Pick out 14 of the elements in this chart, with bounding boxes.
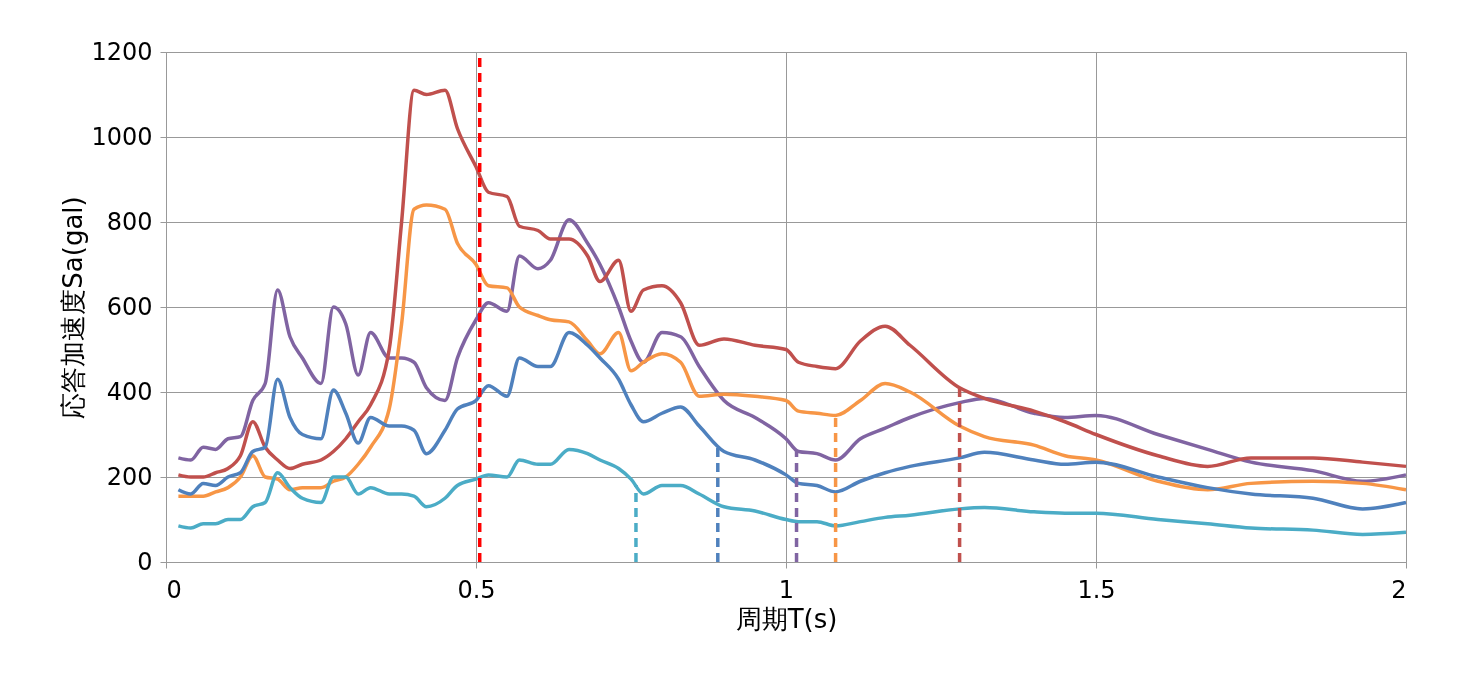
x-tick-label: 1.5 — [1077, 575, 1116, 604]
y-axis-title: 応答加速度Sa(gal) — [58, 196, 89, 419]
y-tick-label: 600 — [106, 292, 153, 321]
x-tick-label: 0 — [166, 575, 182, 604]
y-tick-label: 800 — [106, 207, 153, 236]
y-tick-label: 200 — [106, 462, 153, 491]
y-tick-label: 1000 — [91, 122, 153, 151]
y-tick-label: 0 — [137, 547, 153, 576]
y-tick-label: 400 — [106, 377, 153, 406]
x-tick-label: 1 — [778, 575, 795, 604]
x-tick-label: 0.5 — [457, 575, 496, 604]
y-tick-label: 1200 — [91, 37, 153, 66]
x-tick-label: 2 — [1391, 575, 1407, 604]
x-axis-title: 周期T(s) — [735, 603, 838, 634]
